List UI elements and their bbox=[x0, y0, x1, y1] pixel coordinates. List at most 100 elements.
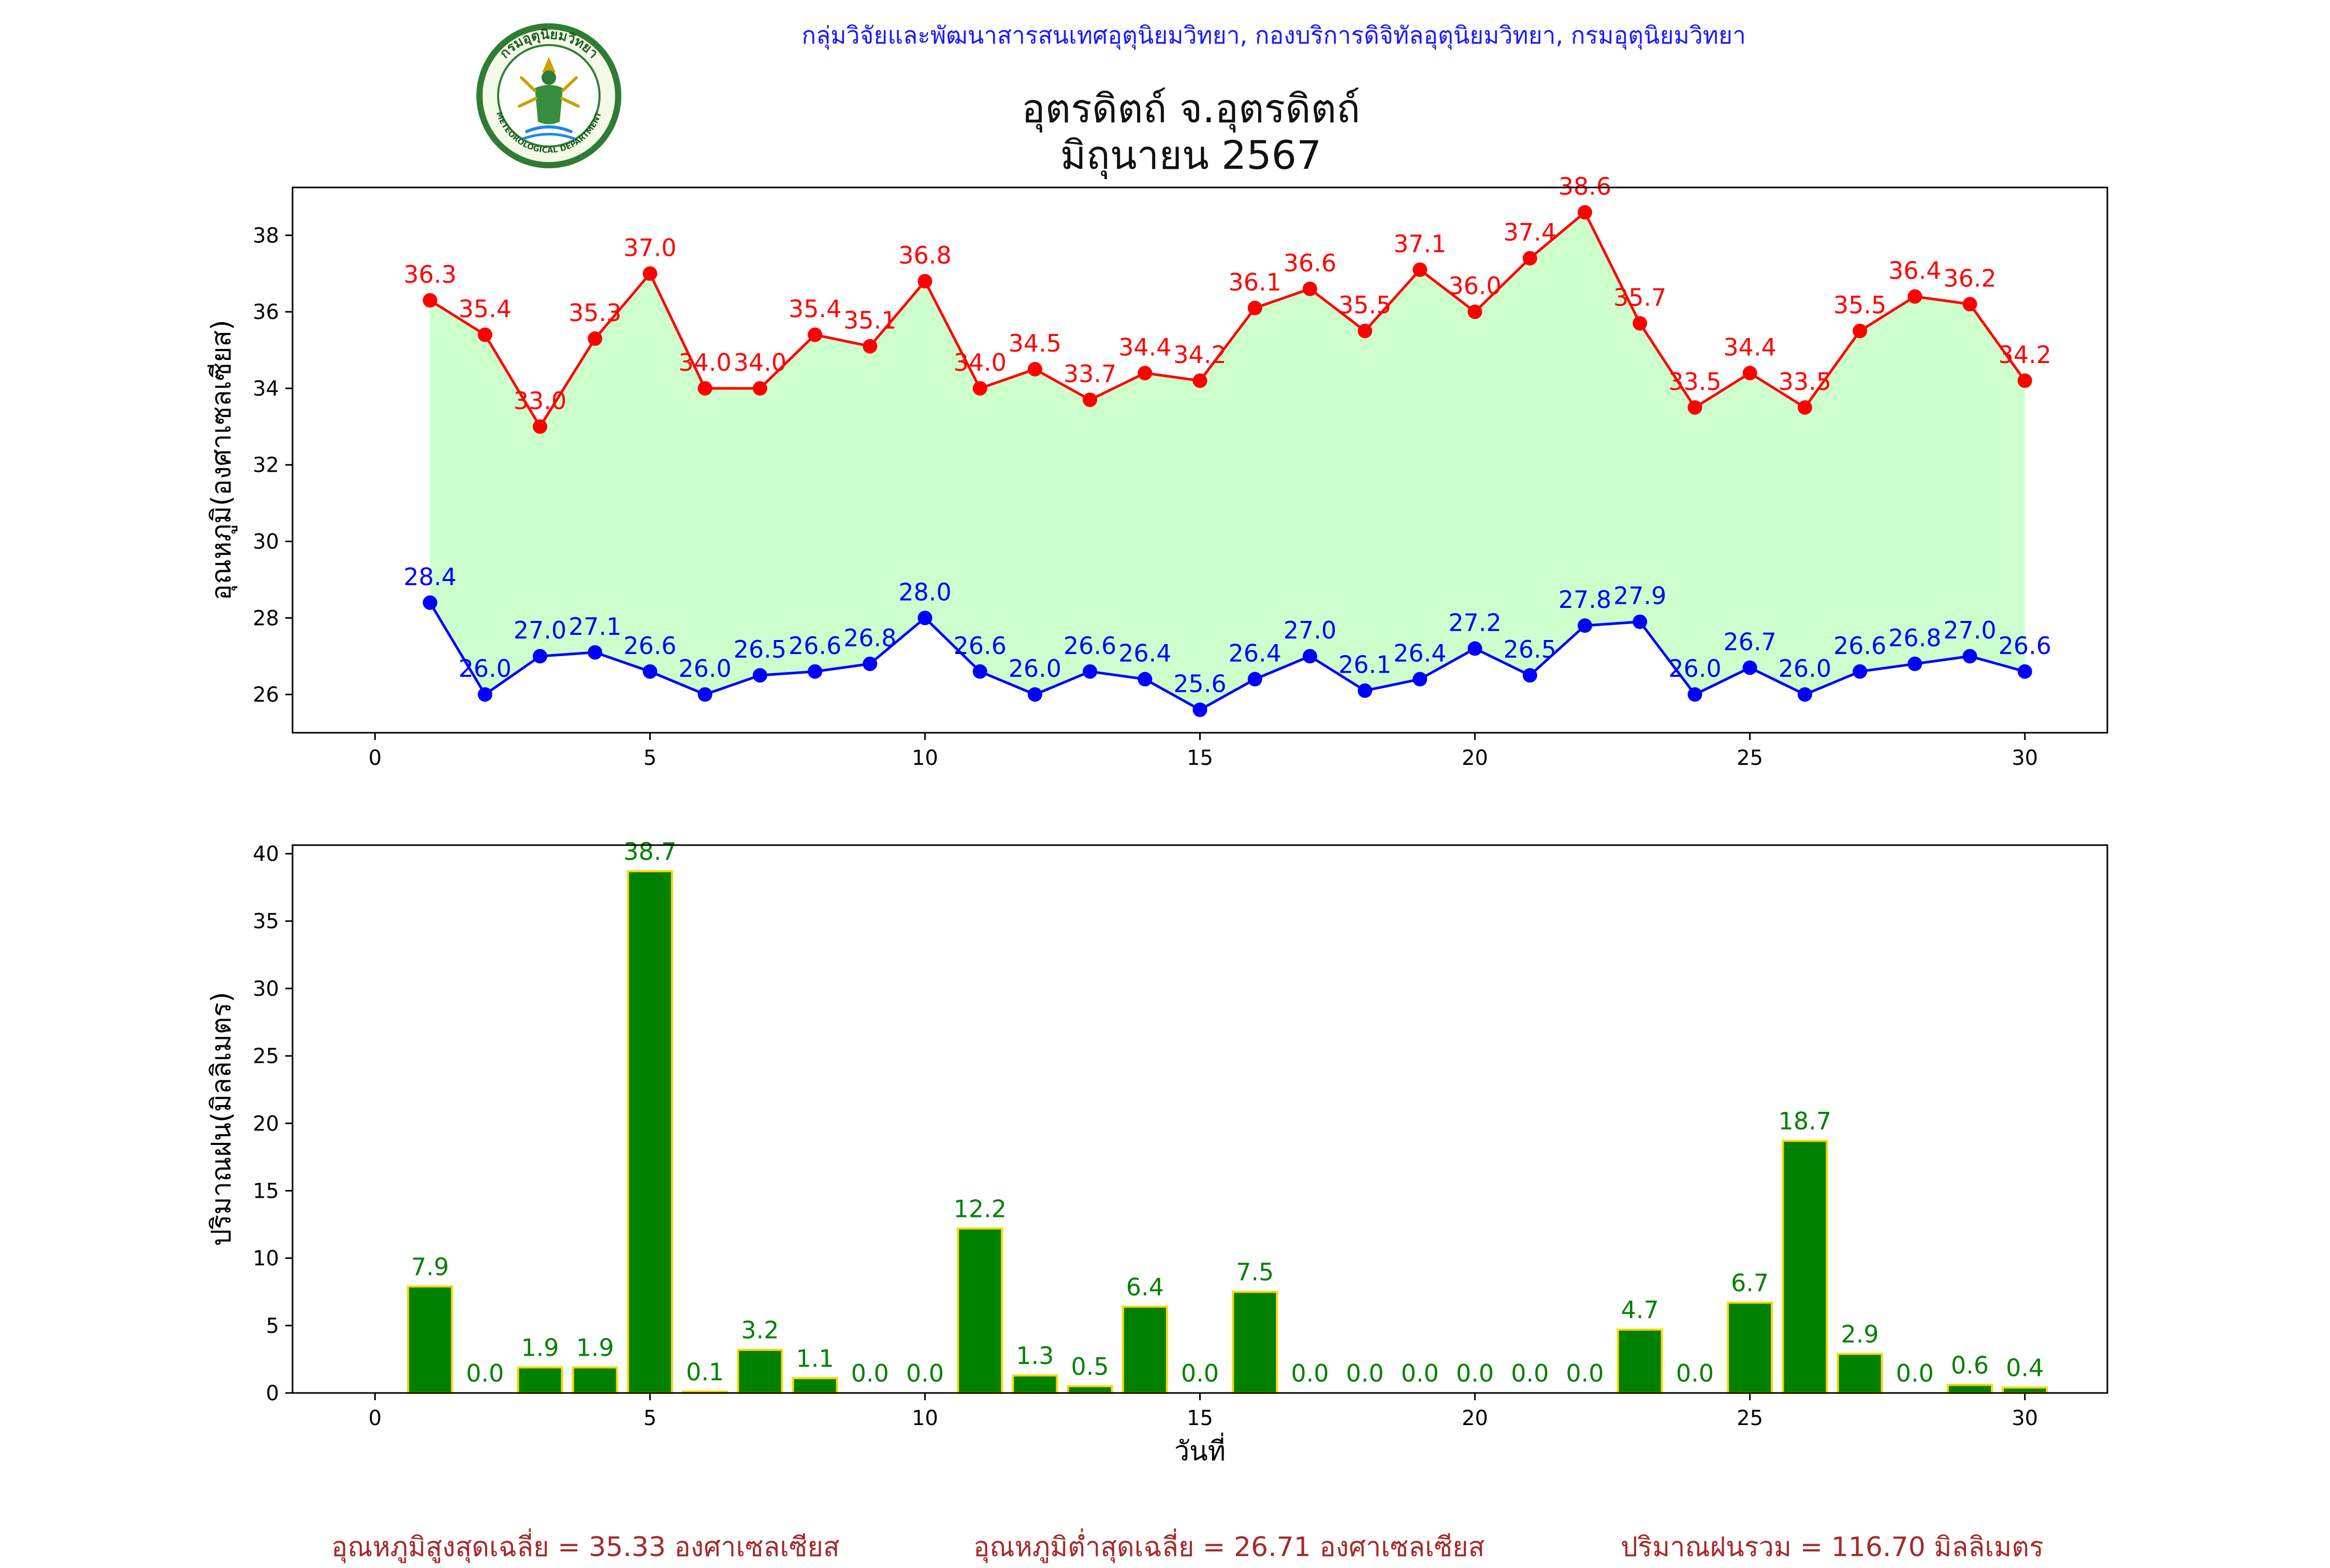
rain-data-label: 1.9 bbox=[576, 1334, 614, 1362]
min-temp-data-label: 27.0 bbox=[1943, 616, 1996, 644]
max-temp-point bbox=[752, 381, 767, 396]
rainfall-y-axis-label: ปริมาณฝน(มิลลิเมตร) bbox=[206, 992, 237, 1246]
rain-data-label: 0.6 bbox=[1951, 1351, 1989, 1379]
avg-max-temp-stat: อุณหภูมิสูงสุดเฉลี่ย = 35.33 องศาเซลเซีย… bbox=[331, 1532, 840, 1563]
temperature-range-fill bbox=[430, 212, 2025, 710]
rain-bar bbox=[792, 1377, 838, 1394]
max-temp-data-label: 34.0 bbox=[734, 349, 787, 376]
max-temp-data-label: 34.2 bbox=[1998, 341, 2051, 369]
rain-data-label: 0.0 bbox=[1401, 1359, 1439, 1387]
max-temp-data-label: 36.0 bbox=[1448, 272, 1501, 300]
max-temp-point bbox=[1907, 289, 1923, 304]
min-temp-data-label: 28.0 bbox=[898, 578, 951, 606]
rain-data-label: 38.7 bbox=[623, 837, 676, 865]
rainfall-axis-layer: 0 5 10 15 20 25 30 0 5 10 15 20 25 30 35 40 bbox=[253, 843, 2038, 1430]
min-temp-data-label: 25.6 bbox=[1173, 670, 1226, 698]
min-temp-point bbox=[1907, 656, 1923, 671]
rain-data-label: 6.4 bbox=[1126, 1273, 1164, 1301]
max-temp-data-label: 36.6 bbox=[1284, 249, 1336, 277]
rain-data-label: 0.0 bbox=[851, 1359, 889, 1387]
y-tick-label: 34 bbox=[253, 377, 279, 401]
min-temp-data-label: 27.1 bbox=[569, 613, 621, 641]
temperature-y-axis-label: อุณหภูมิ(องศาเซลเซียส) bbox=[206, 320, 238, 601]
min-temp-point bbox=[918, 611, 933, 626]
rain-bar bbox=[407, 1285, 454, 1394]
min-temp-point bbox=[752, 668, 767, 683]
min-temp-point bbox=[477, 687, 492, 702]
min-temp-data-label: 26.4 bbox=[1393, 640, 1446, 667]
rainfall-plot-frame bbox=[292, 844, 2108, 1394]
rain-data-label: 0.0 bbox=[1181, 1359, 1219, 1387]
min-temp-data-label: 26.6 bbox=[1064, 632, 1116, 660]
x-tick-label: 5 bbox=[644, 1406, 657, 1430]
rainfall-labels-layer: 7.9 0.0 1.9 1.9 38.7 0.1 3.2 1.1 0.0 0.0 12.2 1.3 0.… bbox=[411, 837, 2044, 1387]
max-temp-point bbox=[643, 266, 658, 281]
max-temp-data-label: 35.5 bbox=[1338, 291, 1391, 319]
max-temp-point bbox=[588, 331, 603, 346]
rain-bar bbox=[1067, 1385, 1113, 1395]
x-tick-label: 25 bbox=[1737, 1406, 1763, 1430]
y-tick-label: 32 bbox=[253, 454, 279, 477]
rain-bar bbox=[2002, 1386, 2048, 1395]
min-temp-data-label: 26.6 bbox=[1833, 632, 1886, 660]
rain-bar bbox=[1122, 1305, 1168, 1394]
max-temp-point bbox=[2017, 373, 2032, 388]
min-temp-data-label: 26.5 bbox=[734, 635, 787, 663]
min-temp-data-label: 26.6 bbox=[789, 632, 841, 660]
rain-data-label: 6.7 bbox=[1731, 1269, 1769, 1297]
rain-bar bbox=[1782, 1140, 1828, 1394]
y-tick-label: 15 bbox=[253, 1179, 279, 1203]
max-temp-data-label: 34.4 bbox=[1723, 333, 1776, 361]
min-temp-point bbox=[1083, 664, 1098, 679]
max-temp-data-label: 34.0 bbox=[953, 349, 1006, 376]
rainfall-chart: 0 5 10 15 20 25 30 0 5 10 15 20 25 30 35 40 7.9 0.0 1.9 1.… bbox=[206, 837, 2108, 1467]
max-temp-point bbox=[1577, 205, 1592, 220]
summary-footer: อุณหภูมิสูงสุดเฉลี่ย = 35.33 องศาเซลเซีย… bbox=[0, 1525, 2330, 1563]
max-temp-data-label: 36.2 bbox=[1943, 264, 1996, 292]
temperature-labels-layer: 36.335.433.035.337.034.0 34.035.4 35.136.8… bbox=[403, 172, 2051, 698]
x-tick-label: 30 bbox=[2012, 1406, 2038, 1430]
temperature-axis-layer: 0 5 10 15 20 25 30 26 28 30 32 34 36 38 bbox=[253, 224, 2038, 770]
min-temp-data-label: 26.6 bbox=[953, 632, 1006, 660]
chart-title: อุตรดิตถ์ จ.อุตรดิตถ์ มิถุนายน 2567 bbox=[0, 85, 2330, 179]
rain-data-label: 0.0 bbox=[466, 1359, 504, 1387]
rain-data-label: 0.0 bbox=[1291, 1359, 1329, 1387]
rain-bar bbox=[627, 870, 673, 1394]
temperature-plot-frame bbox=[292, 186, 2108, 734]
max-temp-point bbox=[1962, 297, 1977, 312]
max-temp-point bbox=[697, 381, 712, 396]
temperature-range-fill-layer bbox=[430, 212, 2025, 710]
max-temp-point bbox=[1797, 400, 1812, 415]
rain-bar bbox=[1837, 1353, 1883, 1394]
rain-data-label: 1.1 bbox=[796, 1344, 834, 1372]
max-temp-data-label: 37.0 bbox=[623, 234, 676, 262]
rain-data-label: 1.9 bbox=[521, 1334, 559, 1362]
min-temp-point bbox=[1412, 672, 1428, 687]
deity-figure-icon bbox=[518, 57, 580, 140]
max-temp-data-label: 38.6 bbox=[1559, 172, 1611, 200]
min-temp-point bbox=[1027, 687, 1042, 702]
min-temp-data-label: 26.6 bbox=[1998, 632, 2051, 660]
rain-bar bbox=[1617, 1328, 1663, 1395]
x-tick-label: 10 bbox=[912, 1406, 938, 1430]
rain-data-label: 0.0 bbox=[1896, 1359, 1934, 1387]
max-temp-data-label: 35.4 bbox=[459, 295, 512, 323]
min-temp-line bbox=[429, 602, 2026, 712]
max-temp-point bbox=[1247, 300, 1262, 315]
min-temp-point bbox=[1577, 618, 1592, 633]
month-title: มิถุนายน 2567 bbox=[1060, 132, 1322, 178]
max-temp-data-label: 35.3 bbox=[569, 299, 621, 327]
max-temp-point bbox=[1687, 400, 1702, 415]
y-tick-label: 26 bbox=[253, 683, 279, 707]
rain-data-label: 0.0 bbox=[1456, 1359, 1494, 1387]
max-temp-point bbox=[863, 339, 878, 354]
max-temp-point bbox=[1138, 366, 1153, 381]
rain-data-label: 12.2 bbox=[953, 1195, 1006, 1223]
x-tick-label: 0 bbox=[369, 1406, 382, 1430]
max-temp-point bbox=[477, 327, 492, 342]
rain-bar bbox=[1727, 1301, 1773, 1395]
x-tick-label: 15 bbox=[1187, 746, 1213, 770]
max-temp-data-label: 33.5 bbox=[1779, 368, 1831, 396]
max-temp-data-label: 36.1 bbox=[1229, 268, 1282, 296]
